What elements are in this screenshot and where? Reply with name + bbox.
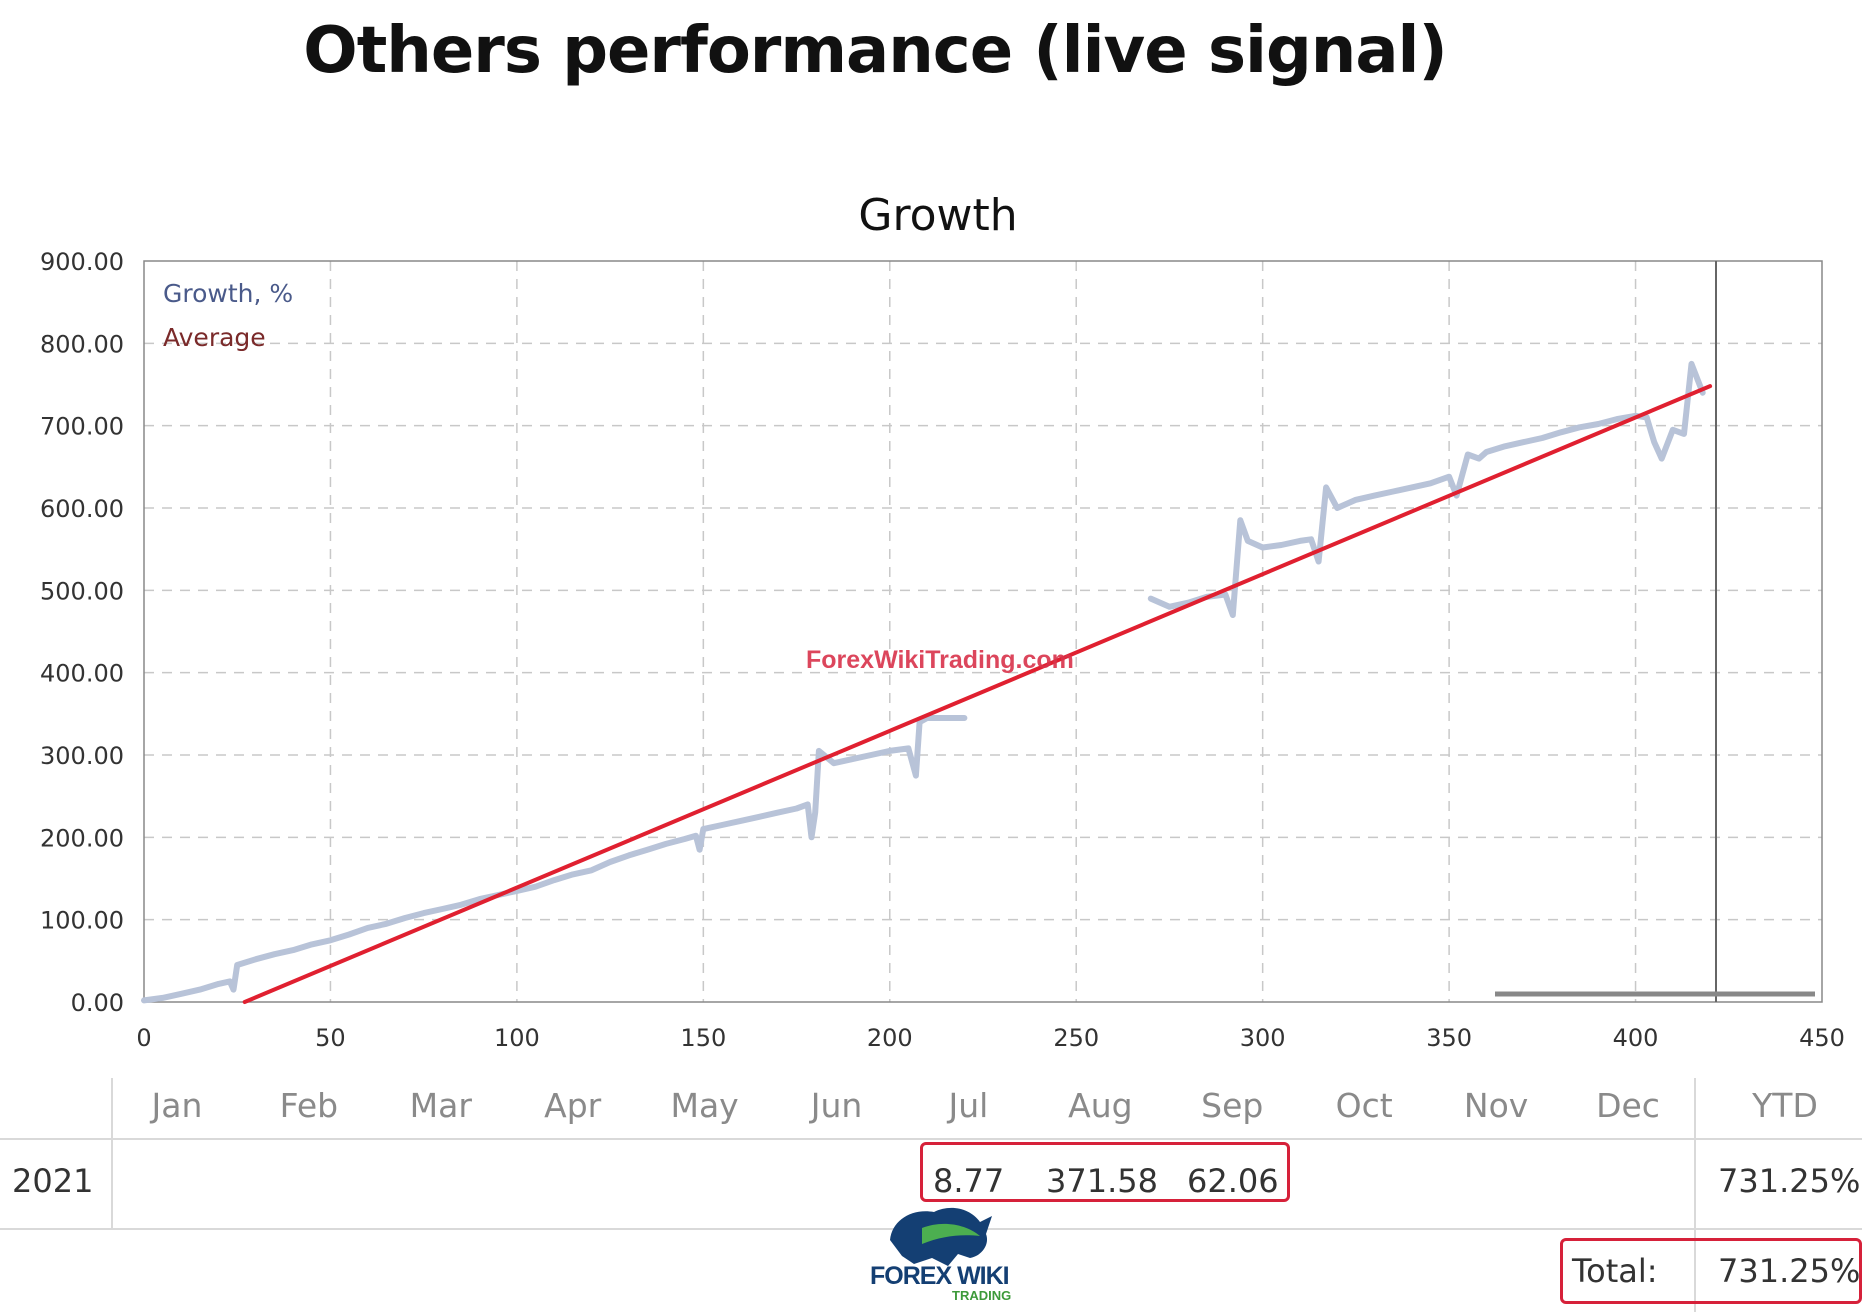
series xyxy=(141,360,1713,1004)
x-tick-label: 450 xyxy=(1799,1024,1845,1052)
table-divider xyxy=(0,1138,1862,1140)
x-axis-ticks: 0 50 100 150 200 250 300 350 400 450 xyxy=(136,1024,1845,1052)
y-axis-ticks: 0.00 100.00 200.00 300.00 400.00 500.00 600.00… xyxy=(40,248,124,1017)
grid xyxy=(144,261,1822,1002)
month-value: 371.58 xyxy=(1046,1162,1158,1200)
logo-text: FOREX WIKI xyxy=(870,1262,1010,1290)
table-divider xyxy=(1694,1078,1696,1312)
month-header-nov: Nov xyxy=(1463,1086,1529,1125)
total-value: 731.25% xyxy=(1718,1252,1861,1290)
y-tick-label: 300.00 xyxy=(40,742,124,770)
x-tick-label: 150 xyxy=(680,1024,726,1052)
y-tick-label: 400.00 xyxy=(40,660,124,688)
highlight-box xyxy=(920,1142,1290,1202)
y-tick-label: 900.00 xyxy=(40,248,124,276)
page-title: Others performance (live signal) xyxy=(303,14,1447,88)
month-header-jun: Jun xyxy=(810,1086,863,1125)
x-tick-label: 200 xyxy=(867,1024,913,1052)
y-tick-label: 200.00 xyxy=(40,824,124,852)
total-label: Total: xyxy=(1572,1252,1658,1290)
monthly-returns-table: Jan Feb Mar Apr May Jun Jul Aug Sep Oct Nov Dec YTD… xyxy=(0,1078,1862,1312)
month-header-oct: Oct xyxy=(1335,1086,1393,1125)
month-header-mar: Mar xyxy=(409,1086,472,1125)
average-line xyxy=(242,384,1713,1004)
growth-chart: Growth 0.00100.00200.00300.00400.00500.0… xyxy=(40,190,1845,1052)
y-tick-label: 0.00 xyxy=(71,989,124,1017)
month-header-apr: Apr xyxy=(544,1086,602,1125)
y-tick-label: 500.00 xyxy=(40,577,124,605)
ytd-header: YTD xyxy=(1752,1086,1818,1125)
month-header-aug: Aug xyxy=(1068,1086,1133,1125)
x-tick-label: 100 xyxy=(494,1024,540,1052)
chart-title: Growth xyxy=(858,190,1017,241)
month-header-jul: Jul xyxy=(948,1086,989,1125)
forex-wiki-logo xyxy=(890,1207,992,1266)
year-label: 2021 xyxy=(12,1162,94,1200)
month-header-feb: Feb xyxy=(279,1086,339,1125)
y-tick-label: 700.00 xyxy=(40,413,124,441)
leaf-accent xyxy=(922,1223,980,1244)
x-tick-label: 0 xyxy=(136,1024,151,1052)
plot-frame xyxy=(143,260,1823,1003)
growth-line xyxy=(1147,360,1706,618)
table-divider xyxy=(111,1078,113,1228)
legend-average: Average xyxy=(163,323,266,352)
y-tick-label: 600.00 xyxy=(40,495,124,523)
ytd-value: 731.25% xyxy=(1718,1162,1861,1200)
x-tick-label: 250 xyxy=(1053,1024,1099,1052)
growth-line xyxy=(141,715,968,1004)
month-header-sep: Sep xyxy=(1201,1086,1264,1125)
x-tick-label: 350 xyxy=(1426,1024,1472,1052)
total-highlight-box xyxy=(1560,1238,1862,1304)
month-header-dec: Dec xyxy=(1596,1086,1660,1125)
legend: Growth, % Average xyxy=(163,279,293,352)
x-tick-label: 50 xyxy=(315,1024,346,1052)
x-tick-label: 300 xyxy=(1240,1024,1286,1052)
y-tick-label: 100.00 xyxy=(40,907,124,935)
month-value: 62.06 xyxy=(1187,1162,1279,1200)
watermark-text: ForexWikiTrading.com xyxy=(806,646,1074,674)
month-header-jan: Jan xyxy=(151,1086,203,1125)
x-tick-label: 400 xyxy=(1613,1024,1659,1052)
y-tick-label: 800.00 xyxy=(40,330,124,358)
month-value: 8.77 xyxy=(933,1162,1005,1200)
legend-growth: Growth, % xyxy=(163,279,293,308)
logo-subtext: TRADING xyxy=(952,1288,1012,1303)
month-header-may: May xyxy=(670,1086,739,1125)
